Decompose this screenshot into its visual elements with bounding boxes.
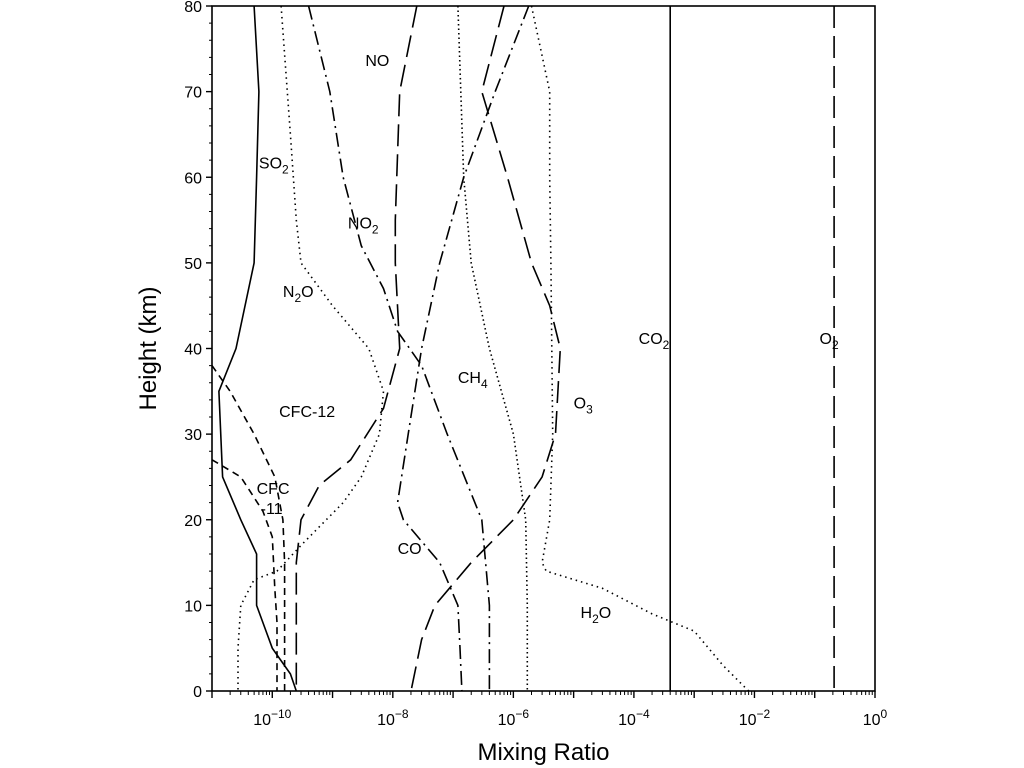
y-tick-label: 30	[184, 427, 202, 444]
y-tick-label: 70	[184, 85, 202, 102]
x-tick-label: 10−6	[498, 707, 530, 729]
plot-frame	[212, 6, 875, 691]
series-label-h2o: H2O	[581, 605, 612, 626]
chart-curves	[212, 6, 834, 691]
x-tick-label: 100	[863, 707, 888, 729]
series-label-n2o: N2O	[283, 284, 314, 305]
series-line-cfc12	[212, 366, 285, 691]
x-tick-label: 10−10	[253, 707, 291, 729]
x-tick-label: 10−4	[618, 707, 650, 729]
series-labels: SO2 N2O NO2 NO CH4 CO CFC-12 CFC -11 O3 H2O CO2 O2	[257, 53, 839, 626]
series-label-ch4: CH4	[458, 370, 488, 391]
series-label-no2: NO2	[348, 216, 379, 237]
series-label-o2: O2	[819, 331, 838, 352]
y-axis-title: Height (km)	[135, 286, 162, 410]
series-label-cfc11-line2: -11	[261, 501, 283, 518]
x-tick-label: 10−2	[739, 707, 771, 729]
series-line-ch4	[458, 6, 527, 691]
axis-ticks: 0 10 20 30 40 50 60 70 80 10−10 10−8 10−6 10−4 10−2 10…	[184, 0, 887, 729]
x-tick-label: 10−8	[377, 707, 409, 729]
series-label-o3: O3	[574, 395, 593, 416]
y-tick-label: 20	[184, 513, 202, 530]
series-line-no	[296, 6, 417, 691]
y-tick-label: 60	[184, 170, 202, 187]
series-label-no: NO	[365, 53, 389, 70]
series-line-co	[398, 6, 529, 691]
series-label-cfc11: CFC	[257, 481, 290, 498]
series-label-so2: SO2	[259, 156, 289, 177]
y-tick-label: 50	[184, 256, 202, 273]
series-label-co2: CO2	[639, 331, 670, 352]
series-line-h2o	[532, 6, 749, 691]
series-line-n2o	[238, 6, 384, 691]
series-label-co: CO	[398, 541, 422, 558]
y-tick-label: 0	[193, 684, 202, 701]
series-label-cfc12: CFC-12	[279, 404, 335, 421]
y-tick-label: 80	[184, 0, 202, 16]
y-tick-label: 40	[184, 342, 202, 359]
x-axis-title: Mixing Ratio	[477, 739, 609, 766]
series-line-o3	[411, 6, 560, 691]
y-tick-label: 10	[184, 598, 202, 615]
